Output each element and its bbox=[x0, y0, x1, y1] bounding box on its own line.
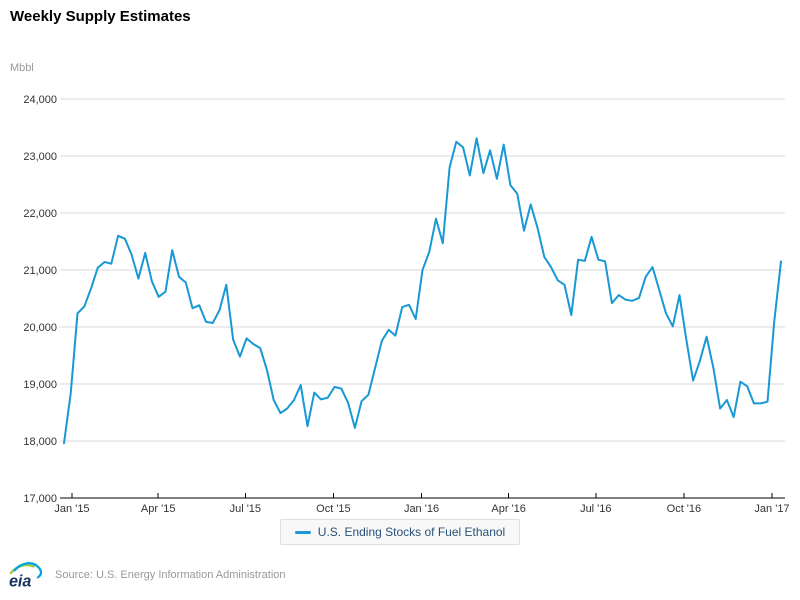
y-tick-label: 19,000 bbox=[23, 379, 57, 391]
x-tick-label: Apr '15 bbox=[141, 503, 176, 515]
y-tick-label: 24,000 bbox=[23, 94, 57, 106]
y-tick-label: 21,000 bbox=[23, 265, 57, 277]
y-tick-label: 23,000 bbox=[23, 151, 57, 163]
eia-logo: eia bbox=[9, 562, 43, 590]
series-line bbox=[63, 137, 782, 445]
y-tick-label: 18,000 bbox=[23, 436, 57, 448]
y-tick-label: 20,000 bbox=[23, 322, 57, 334]
x-tick-label: Jul '15 bbox=[230, 503, 261, 515]
x-tick-label: Jan '15 bbox=[54, 503, 89, 515]
source-text: Source: U.S. Energy Information Administ… bbox=[55, 569, 286, 581]
logo-text: eia bbox=[9, 572, 31, 590]
x-tick-label: Jan '16 bbox=[404, 503, 439, 515]
legend-item-fuel-ethanol[interactable]: U.S. Ending Stocks of Fuel Ethanol bbox=[279, 519, 521, 545]
x-tick-label: Jul '16 bbox=[580, 503, 611, 515]
x-tick-label: Apr '16 bbox=[491, 503, 526, 515]
x-tick-label: Oct '16 bbox=[667, 503, 702, 515]
page-title: Weekly Supply Estimates bbox=[10, 8, 191, 25]
x-tick-label: Jan '17 bbox=[754, 503, 789, 515]
y-tick-label: 22,000 bbox=[23, 208, 57, 220]
footer: eia Source: U.S. Energy Information Admi… bbox=[8, 560, 286, 590]
x-tick-label: Oct '15 bbox=[316, 503, 351, 515]
y-tick-label: 17,000 bbox=[23, 493, 57, 505]
y-axis-unit-label: Mbbl bbox=[10, 62, 34, 74]
legend-item-label: U.S. Ending Stocks of Fuel Ethanol bbox=[317, 525, 506, 539]
series-line-swatch bbox=[294, 530, 311, 534]
legend: U.S. Ending Stocks of Fuel Ethanol bbox=[0, 519, 800, 545]
logo-blue-swoosh bbox=[13, 562, 43, 579]
supply-chart: 17,000 18,000 19,000 20,000 21,000 22,000 23,0… bbox=[23, 94, 789, 515]
